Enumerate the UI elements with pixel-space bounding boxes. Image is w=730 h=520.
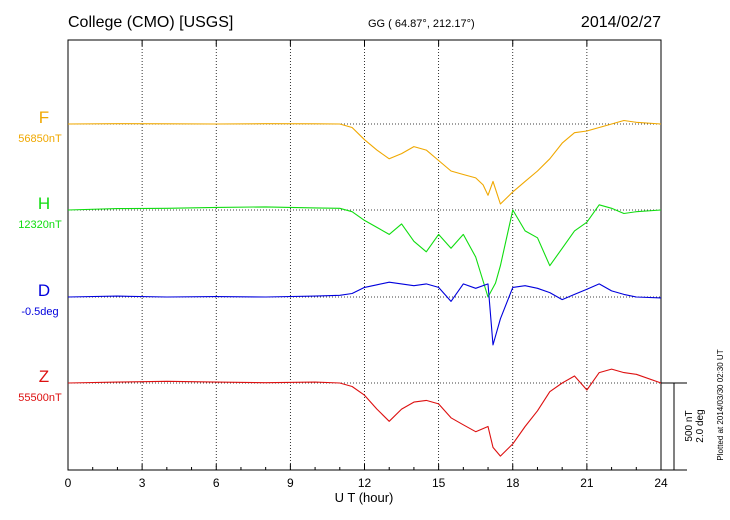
plotted-at-note: Plotted at 2014/03/30 02:30 UT: [716, 349, 725, 460]
station-title: College (CMO) [USGS]: [68, 14, 233, 31]
series-labels: F 56850nT H 12320nT D -0.5deg Z 55500nT: [18, 108, 62, 404]
series-baseline-label-Z: 55500nT: [18, 392, 62, 404]
series-name-H: H: [38, 194, 50, 213]
grid: [141, 40, 588, 470]
series-line-H: [67, 204, 662, 298]
scale-bar: 500 nT 2.0 deg: [661, 382, 706, 471]
x-tick-label-24: 24: [654, 476, 668, 490]
x-axis-label: U T (hour): [335, 490, 394, 505]
series-name-Z: Z: [39, 367, 49, 386]
series-baseline-label-H: 12320nT: [18, 219, 62, 231]
x-tick-label-18: 18: [506, 476, 520, 490]
series-line-Z: [67, 368, 662, 457]
coordinates-label: GG ( 64.87°, 212.17°): [368, 18, 475, 30]
series-baseline-label-F: 56850nT: [18, 133, 62, 145]
x-tick-label-0: 0: [65, 476, 72, 490]
x-tick-label-9: 9: [287, 476, 294, 490]
series-line-D: [67, 281, 662, 346]
x-tick-label-6: 6: [213, 476, 220, 490]
scale-deg-label: 2.0 deg: [695, 409, 706, 442]
series-group: [67, 119, 662, 457]
series-baseline-label-D: -0.5deg: [21, 306, 58, 318]
x-tick-label-15: 15: [432, 476, 446, 490]
x-tick-label-21: 21: [580, 476, 594, 490]
x-axis-ticks: 0 3 6 9 12 15 18 21 24: [65, 40, 668, 490]
series-name-F: F: [39, 108, 49, 127]
plot-frame: [67, 39, 662, 471]
series-line-F: [67, 119, 662, 205]
x-tick-label-3: 3: [139, 476, 146, 490]
x-tick-label-12: 12: [358, 476, 372, 490]
date-label: 2014/02/27: [581, 14, 661, 31]
scale-nt-label: 500 nT: [684, 410, 695, 441]
series-name-D: D: [38, 281, 50, 300]
